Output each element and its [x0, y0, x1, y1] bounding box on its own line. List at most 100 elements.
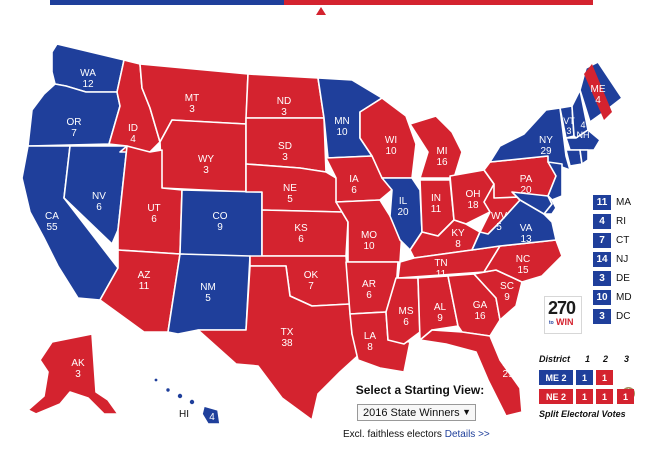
majority-marker [316, 7, 326, 15]
ev-OR: 7 [71, 128, 77, 139]
state-NV[interactable] [63, 145, 128, 245]
small-state-DC[interactable]: 3 DC [593, 308, 630, 324]
state-NY[interactable] [489, 107, 571, 171]
small-state-MD[interactable]: 10 MD [593, 289, 632, 305]
label-CA: CA [45, 211, 59, 222]
label-AZ: AZ [138, 270, 151, 281]
label-ID: ID [128, 123, 138, 134]
small-state-ev: 14 [593, 251, 611, 267]
small-state-NJ[interactable]: 14 NJ [593, 251, 628, 267]
small-state-ev: 7 [593, 232, 611, 248]
state-RI[interactable] [579, 149, 589, 165]
ev-GA: 16 [474, 311, 486, 322]
ev-TX: 38 [281, 338, 293, 349]
svg-text:WY3: WY 3 [198, 154, 214, 176]
svg-text:OR7: OR 7 [67, 117, 82, 139]
label-MI: MI [436, 146, 447, 157]
state-KS[interactable] [261, 209, 349, 257]
ev-MI: 16 [436, 157, 448, 168]
label-KY: KY [451, 228, 465, 239]
ev-NC: 15 [517, 265, 529, 276]
small-state-label: MA [616, 196, 631, 208]
split-row-label[interactable]: NE 2 [539, 389, 573, 404]
label-NY: NY [539, 135, 553, 146]
svg-text:MS6: MS 6 [399, 306, 414, 328]
state-HI[interactable] [153, 376, 221, 425]
label-SC: SC [500, 281, 514, 292]
state-ME-split-stripe [584, 64, 612, 120]
faithless-note: Excl. faithless electors Details >> [343, 429, 490, 440]
state-AK[interactable] [27, 333, 119, 415]
district-col-2: 2 [603, 354, 609, 364]
split-row-label[interactable]: ME 2 [539, 370, 573, 385]
ev-NH: 4 [580, 120, 585, 130]
split-vote-cell[interactable]: 1 [617, 389, 634, 404]
ev-MS: 6 [403, 317, 409, 328]
state-AL[interactable] [417, 275, 459, 341]
logo-win: WIN [556, 317, 574, 327]
small-state-label: DE [616, 272, 630, 284]
ev-IN: 11 [431, 204, 442, 215]
small-state-ev: 11 [593, 194, 611, 210]
label-PA: PA [520, 174, 533, 185]
ev-UT: 6 [151, 214, 157, 225]
district-header: District [539, 354, 571, 364]
label-NH: NH [577, 130, 590, 140]
small-state-ev: 4 [593, 213, 611, 229]
label-WY: WY [198, 154, 214, 165]
split-vote-cell[interactable]: 1 [576, 389, 593, 404]
ev-CO: 9 [217, 222, 223, 233]
label-VA: VA [520, 223, 533, 234]
270towin-logo[interactable]: 270 to WIN [544, 296, 582, 334]
dropdown-arrow-icon: ▼ [462, 407, 471, 417]
starting-view-select[interactable]: 2016 State Winners ▼ [357, 404, 476, 421]
ev-FL: 29 [502, 369, 514, 380]
label-MN: MN [334, 116, 350, 127]
ev-NE: 5 [287, 194, 293, 205]
label-UT: UT [147, 203, 160, 214]
ev-MN: 10 [336, 127, 348, 138]
state-TX[interactable] [197, 265, 363, 421]
result-bar [50, 0, 593, 5]
svg-text:UT6: UT 6 [147, 203, 160, 225]
svg-text:NM5: NM 5 [200, 282, 216, 304]
ev-ME: 4 [595, 95, 601, 106]
svg-text:KS6: KS 6 [294, 223, 308, 245]
label-OH: OH [466, 189, 481, 200]
small-state-RI[interactable]: 4 RI [593, 213, 626, 229]
state-FL[interactable] [419, 329, 523, 417]
svg-text:ME4: ME 4 [591, 84, 606, 106]
logo-to: to [549, 320, 554, 326]
small-state-MA[interactable]: 11 MA [593, 194, 631, 210]
label-NM: NM [200, 282, 216, 293]
ev-TN: 11 [436, 269, 447, 280]
result-bar-dem [50, 0, 284, 5]
state-MI[interactable] [409, 115, 463, 179]
ev-IA: 6 [351, 185, 357, 196]
ev-LA: 8 [367, 342, 373, 353]
svg-text:IA6: IA 6 [349, 174, 359, 196]
label-ND: ND [277, 96, 291, 107]
small-state-DE[interactable]: 3 DE [593, 270, 630, 286]
small-state-label: DC [616, 310, 631, 322]
split-vote-cell[interactable]: 1 [596, 370, 613, 385]
state-labels: WA 12 OR 7 CA 55 NV 6 ID 4 MT 3 WY 3 UT 6 AZ 11 C… [45, 68, 606, 423]
state-DE[interactable] [543, 195, 557, 215]
split-vote-cell[interactable]: 1 [596, 389, 613, 404]
label-CO: CO [213, 211, 228, 222]
ev-NV: 6 [96, 202, 102, 213]
small-state-ev: 10 [593, 289, 611, 305]
svg-text:OK7: OK 7 [304, 270, 319, 292]
details-link[interactable]: Details >> [444, 429, 490, 440]
split-vote-cell[interactable]: 1 [576, 370, 593, 385]
svg-text:LA8: LA 8 [364, 331, 377, 353]
ev-CA: 55 [46, 222, 58, 233]
ev-VT: 3 [566, 126, 571, 136]
small-state-CT[interactable]: 7 CT [593, 232, 629, 248]
